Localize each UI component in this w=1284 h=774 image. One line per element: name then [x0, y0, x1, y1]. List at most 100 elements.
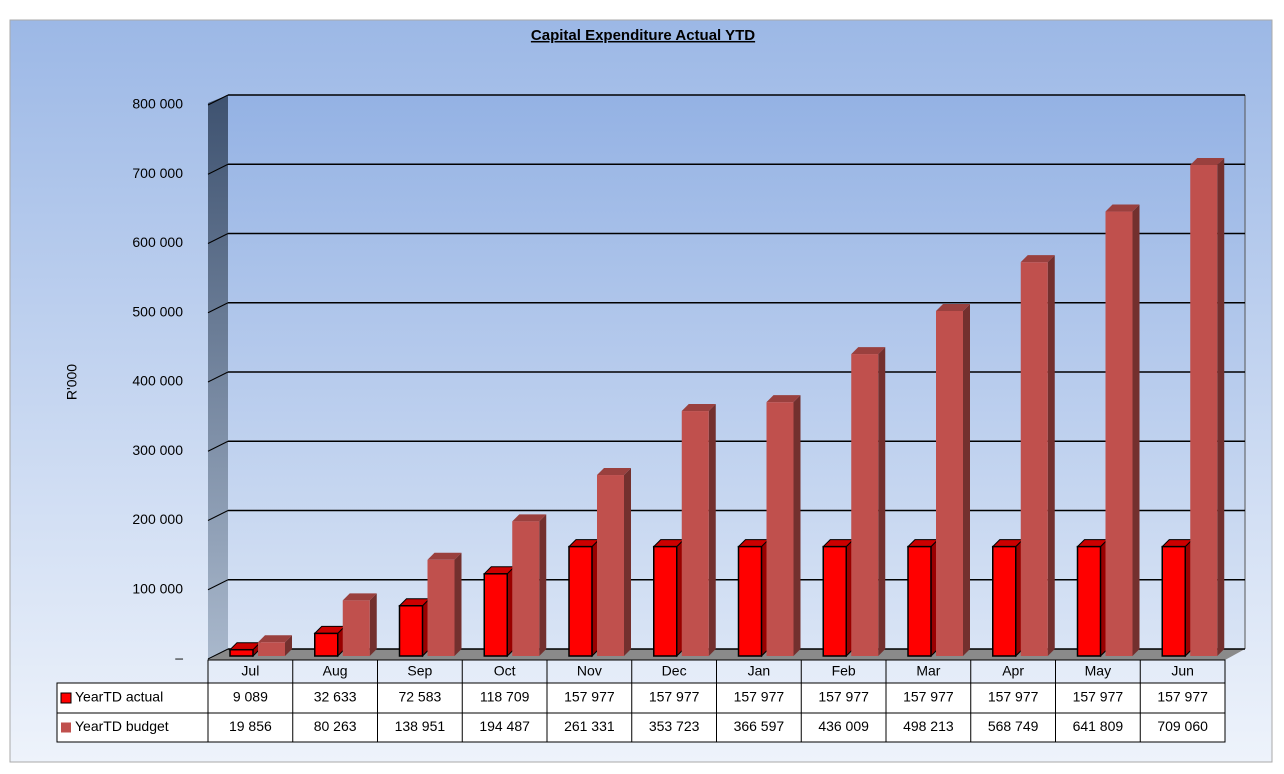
data-label: 498 213	[903, 718, 954, 734]
y-tick-label: 700 000	[132, 165, 183, 181]
data-label: 353 723	[649, 718, 700, 734]
bar-side	[1217, 157, 1225, 656]
x-tick-label: Nov	[577, 663, 602, 679]
data-label: 19 856	[229, 718, 272, 734]
bar-top	[597, 468, 631, 476]
bar-top	[936, 303, 970, 311]
grid-line-side	[207, 510, 229, 521]
y-tick-label: 500 000	[132, 303, 183, 319]
data-label: 709 060	[1157, 718, 1208, 734]
bar	[737, 545, 763, 657]
bar-side	[708, 404, 716, 656]
bar	[1190, 164, 1218, 656]
bar-top	[681, 404, 716, 412]
bar-side	[454, 552, 462, 656]
x-tick-label: Apr	[1002, 663, 1024, 679]
bar	[512, 521, 540, 656]
bar	[597, 475, 624, 656]
data-label: 157 977	[1157, 689, 1208, 705]
grid-line-side	[207, 579, 229, 591]
data-label: 80 263	[314, 718, 357, 734]
y-tick-label: –	[175, 650, 183, 666]
chart-title: Capital Expenditure Actual YTD	[531, 27, 755, 44]
grid-line-side	[207, 163, 229, 175]
y-tick-label: 200 000	[132, 511, 183, 527]
bar-side	[624, 468, 631, 656]
data-label: 157 977	[903, 689, 954, 705]
bar-side	[793, 395, 801, 656]
bar	[483, 573, 508, 657]
data-label: 641 809	[1073, 718, 1124, 734]
bar-side	[539, 514, 547, 656]
data-label: 157 977	[649, 689, 700, 705]
bar	[229, 648, 254, 657]
bar	[766, 402, 794, 656]
x-tick-label: Aug	[323, 663, 348, 679]
grid-line-side	[207, 233, 229, 244]
x-tick-label: Oct	[494, 663, 516, 679]
bar-top	[766, 395, 801, 403]
grid-line-side	[207, 371, 229, 383]
data-label: 157 977	[1073, 689, 1124, 705]
x-tick-label: May	[1085, 663, 1111, 679]
bar-top	[512, 514, 547, 522]
data-label: 157 977	[734, 689, 785, 705]
y-tick-label: 400 000	[132, 373, 183, 389]
legend-swatch	[60, 692, 72, 704]
bar	[568, 545, 593, 657]
bar-side	[1132, 204, 1140, 656]
data-label: 157 977	[564, 689, 615, 705]
bar-side	[1047, 255, 1055, 657]
bar	[1020, 262, 1048, 656]
data-label: 366 597	[734, 718, 785, 734]
bar-side	[963, 303, 970, 656]
bar-top	[1190, 157, 1225, 165]
grid-line-side	[207, 302, 229, 314]
bar	[258, 642, 285, 656]
floor	[208, 649, 1245, 660]
data-label: 568 749	[988, 718, 1039, 734]
bar-side	[878, 347, 886, 656]
bar-side	[369, 593, 377, 656]
bar	[936, 310, 963, 656]
data-label: 118 709	[480, 689, 530, 705]
bar-top	[1105, 204, 1140, 212]
data-label: 72 583	[398, 689, 441, 705]
y-tick-label: 600 000	[132, 234, 183, 250]
x-tick-label: Jun	[1171, 663, 1194, 679]
bar-top	[1020, 255, 1055, 263]
data-label: 138 951	[395, 718, 446, 734]
grid-line-side	[207, 648, 229, 660]
data-label: 436 009	[818, 718, 869, 734]
bar	[342, 600, 370, 656]
bar	[653, 545, 678, 657]
data-label: 194 487	[479, 718, 530, 734]
bar	[907, 545, 932, 657]
grid-line-side	[207, 440, 229, 452]
data-label: 9 089	[233, 689, 268, 705]
bar-top	[342, 593, 377, 601]
x-tick-label: Jan	[748, 663, 771, 679]
bar	[822, 545, 847, 657]
y-tick-label: 800 000	[132, 96, 183, 112]
y-tick-label: 300 000	[132, 442, 183, 458]
x-tick-label: Dec	[662, 663, 687, 679]
x-tick-label: Sep	[407, 663, 432, 679]
bar-top	[258, 635, 292, 643]
legend-swatch	[61, 722, 71, 733]
bar	[1161, 545, 1186, 657]
data-label: 32 633	[314, 689, 357, 705]
data-label: 261 331	[564, 718, 615, 734]
data-label: 157 977	[818, 689, 869, 705]
x-tick-label: Feb	[832, 663, 856, 679]
data-label: 157 977	[988, 689, 1039, 705]
y-tick-label: 100 000	[132, 580, 183, 596]
bar	[1105, 211, 1133, 656]
bar	[681, 411, 709, 656]
bar	[992, 545, 1017, 657]
x-tick-label: Jul	[241, 663, 259, 679]
bar-top	[427, 552, 462, 560]
bar	[314, 632, 339, 657]
